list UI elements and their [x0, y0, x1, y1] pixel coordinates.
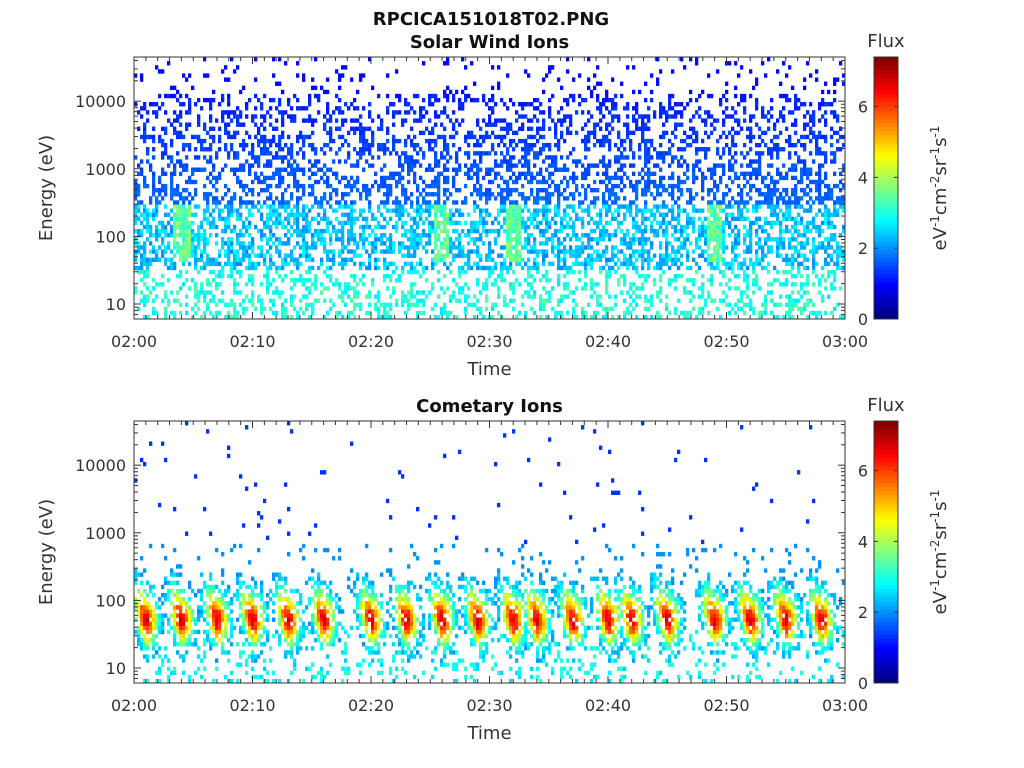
colorbar-tick-label: 2	[858, 603, 868, 622]
y-axis: 10 100 1000 10000	[75, 423, 845, 684]
x-tick-label: 03:00	[822, 332, 868, 351]
heatmap-cells	[134, 421, 846, 684]
x-tick-label: 02:50	[703, 696, 749, 715]
y-axis: 10 100 1000 10000	[75, 59, 845, 320]
y-tick-label: 1000	[85, 160, 126, 179]
y-tick-label: 10000	[75, 456, 126, 475]
x-tick-label: 02:10	[229, 696, 275, 715]
axes-frame	[133, 420, 846, 684]
colorbar-tick-label: 6	[858, 98, 868, 117]
x-tick-label: 02:00	[111, 332, 157, 351]
y-tick-label: 100	[95, 591, 126, 610]
x-tick-label: 02:20	[348, 332, 394, 351]
colorbar-label: Flux	[867, 395, 905, 416]
colorbar-tick-label: 4	[858, 532, 868, 551]
y-axis-label: Energy (eV)	[36, 499, 57, 605]
x-tick-label: 03:00	[822, 696, 868, 715]
colorbar-unit: eV-1cm-2sr-1s-1	[928, 126, 951, 251]
x-tick-label: 02:40	[585, 696, 631, 715]
colorbar-tick-label: 0	[858, 310, 868, 329]
colorbar: 0 2 4 6 Flux eV-1cm-2sr-1s-1	[858, 395, 951, 693]
y-tick-label: 10000	[75, 92, 126, 111]
y-tick-label: 10	[106, 659, 126, 678]
colorbar-label: Flux	[867, 31, 905, 52]
y-tick-label: 100	[95, 227, 126, 246]
y-tick-label: 1000	[85, 524, 126, 543]
x-tick-label: 02:40	[585, 332, 631, 351]
x-axis-label: Time	[466, 723, 511, 744]
heatmap-cells	[134, 57, 846, 320]
x-tick-label: 02:10	[229, 332, 275, 351]
figure-title: RPCICA151018T02.PNG	[373, 9, 609, 30]
x-axis: 02:00 02:10 02:20 02:30 02:40 02:50 03:00	[111, 57, 868, 351]
colorbar-tick-label: 2	[858, 239, 868, 258]
x-axis-label: Time	[466, 359, 511, 380]
x-tick-label: 02:20	[348, 696, 394, 715]
x-tick-label: 02:30	[466, 332, 512, 351]
colorbar-tick-label: 6	[858, 462, 868, 481]
panel-title: Solar Wind Ions	[410, 32, 569, 53]
colorbar: 0 2 4 6 Flux eV-1cm-2sr-1s-1	[858, 31, 951, 329]
y-axis-label: Energy (eV)	[36, 135, 57, 241]
x-tick-label: 02:00	[111, 696, 157, 715]
colorbar-tick-label: 4	[858, 168, 868, 187]
x-tick-label: 02:50	[703, 332, 749, 351]
y-tick-label: 10	[106, 295, 126, 314]
panel-solar-wind: Solar Wind Ions 10 100 1000 10000 Energy (eV)…	[36, 31, 951, 380]
x-axis: 02:00 02:10 02:20 02:30 02:40 02:50 03:00	[111, 421, 868, 715]
panel-title: Cometary Ions	[416, 396, 563, 417]
colorbar-tick-label: 0	[858, 674, 868, 693]
x-tick-label: 02:30	[466, 696, 512, 715]
colorbar-unit: eV-1cm-2sr-1s-1	[928, 490, 951, 615]
